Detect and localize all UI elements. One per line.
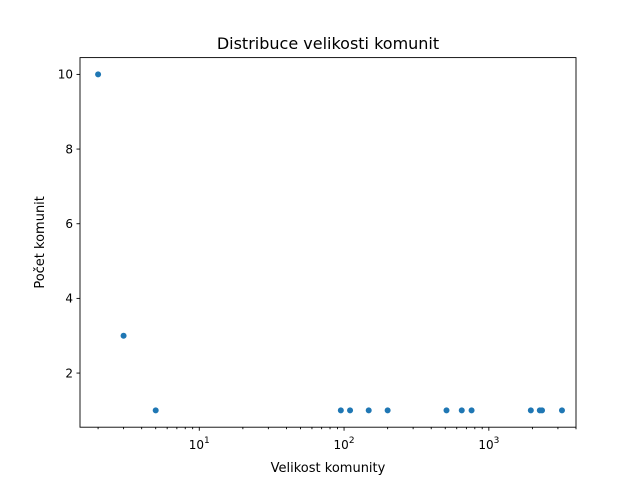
data-point-10 [468,407,475,414]
data-point-7 [384,407,391,414]
y-tick-label: 2 [65,366,73,380]
y-tick-label: 6 [65,217,73,231]
y-axis-label: Počet komunit [33,196,48,289]
y-tick-label: 10 [58,68,73,82]
data-point-14 [558,407,565,414]
plot-frame [79,57,577,428]
data-point-9 [458,407,465,414]
x-tick-label: 103 [478,436,499,452]
x-axis: 101 102 103 [97,427,577,452]
data-point-13 [539,407,546,414]
x-tick-label: 101 [189,436,210,452]
data-point-5 [347,407,354,414]
data-point-11 [527,407,534,414]
chart-title: Distribuce velikosti komunit [217,34,439,53]
data-point-3 [152,407,159,414]
data-point-4 [337,407,344,414]
data-point-6 [365,407,372,414]
y-tick-label: 4 [65,292,73,306]
y-tick-label: 8 [65,142,73,156]
data-point-2 [120,332,127,339]
x-tick-label: 102 [334,436,355,452]
data-points [95,71,565,414]
data-point-8 [443,407,450,414]
data-point-1 [95,71,102,78]
x-axis-label: Velikost komunity [271,461,386,476]
y-axis: 2 4 6 8 10 [58,68,80,380]
